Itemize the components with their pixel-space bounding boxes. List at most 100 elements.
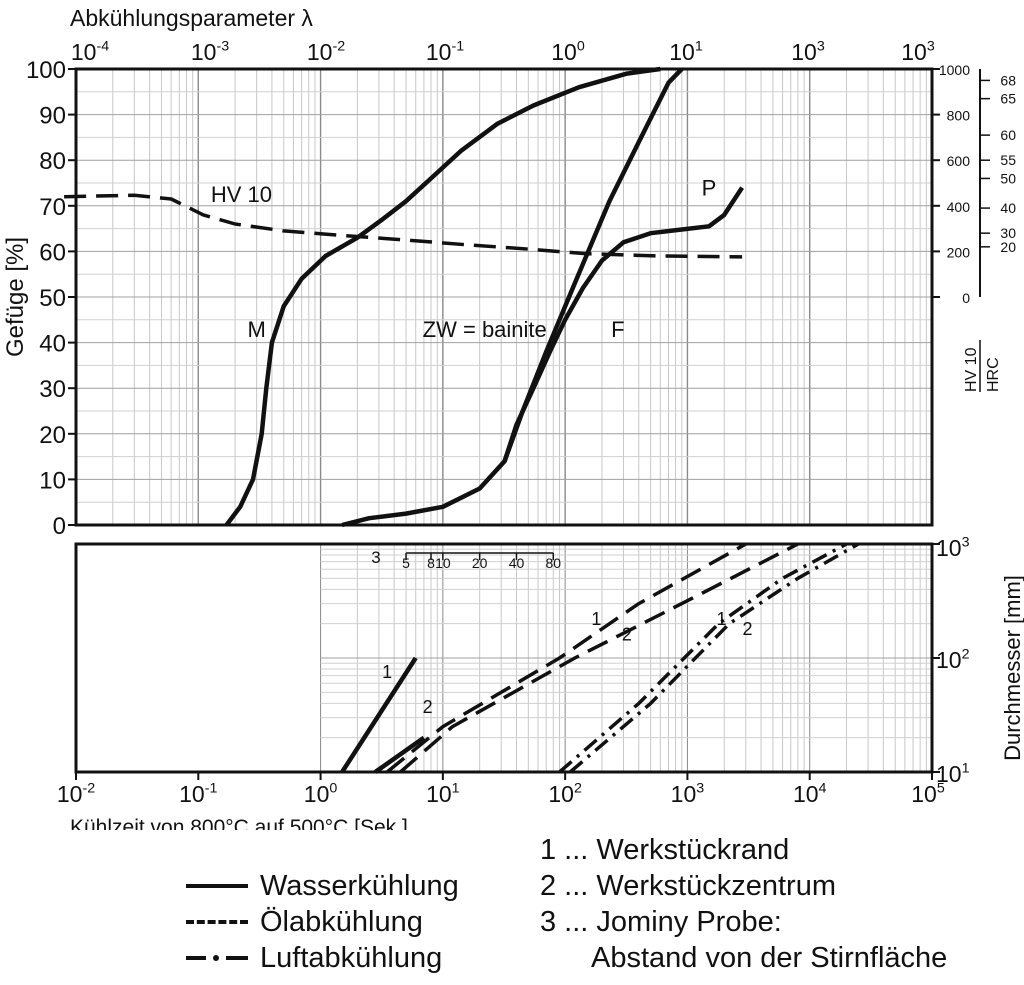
top-tick-label: 103 (791, 38, 825, 65)
x-tick-label: 105 (911, 780, 945, 807)
curve-label: 2 (743, 619, 753, 639)
curve-label: 2 (622, 625, 632, 645)
x-tick-label: 10-1 (179, 780, 217, 807)
note-jominy-distance: Abstand von der Stirnfläche (591, 942, 948, 974)
hv10-curve-label: HV 10 (211, 182, 272, 207)
legend-dashed-line (186, 920, 248, 924)
curve-label: 2 (423, 697, 433, 717)
top-axis-label: Abkühlungsparameter λ (70, 5, 313, 31)
bottom-series-line-4 (558, 542, 848, 774)
top-series-line-1 (341, 186, 744, 528)
jominy-scale-tick-label: 8 (427, 555, 435, 571)
bottom-series-line-5 (569, 542, 860, 774)
note-workpiece-center: 2 ... Werkstückzentrum (540, 870, 836, 902)
legend-label: Ölabkühlung (260, 905, 423, 938)
hrc-tick-label: 65 (1000, 91, 1016, 107)
legend: Wasserkühlung Ölabkühlung Luftabkühlung (186, 868, 459, 976)
hv-tick-label: 400 (947, 199, 971, 215)
x-tick-label: 104 (793, 780, 827, 807)
top-tick-label: 10-1 (426, 38, 464, 65)
bottom-series-line-1 (374, 735, 426, 774)
curve-label: 1 (591, 609, 601, 629)
bottom-chart-grid (320, 544, 932, 773)
hrc-tick-label: 30 (1000, 225, 1016, 241)
hv-tick-label: 800 (947, 108, 971, 124)
top-chart-grid (75, 69, 932, 525)
hrc-tick-label: 68 (1000, 72, 1016, 88)
y-tick-label: 80 (39, 148, 66, 175)
y-tick-label: 0 (53, 513, 66, 540)
notes: 1 ... Werkstückrand 2 ... Werkstückzentr… (540, 834, 947, 978)
hrc-axis-label: HRC (985, 357, 1002, 392)
legend-label: Luftabkühlung (260, 941, 443, 974)
jominy-scale-tick-label: 80 (546, 555, 562, 571)
legend-item-water: Wasserkühlung (186, 868, 459, 904)
diameter-tick-label: 102 (936, 646, 970, 673)
curve-label: 1 (382, 662, 392, 682)
curve-label: 1 (717, 609, 727, 629)
x-axis-label: Kühlzeit von 800°C auf 500°C [Sek.] (70, 816, 408, 830)
y-tick-label: 30 (39, 376, 66, 403)
region-label: F (611, 317, 624, 342)
y-tick-label: 10 (39, 467, 66, 494)
bottom-chart-text: 10-2 10-1 100 101 102 103 104 105 Kühlzeit von 8… (57, 534, 1024, 830)
hrc-tick-label: 20 (1000, 239, 1016, 255)
note-workpiece-edge: 1 ... Werkstückrand (540, 834, 790, 866)
legend-solid-line (186, 884, 248, 888)
diameter-tick-label: 101 (936, 760, 970, 787)
top-chart-frame (68, 67, 990, 527)
y-tick-label: 20 (39, 422, 66, 449)
top-tick-label: 100 (551, 38, 585, 65)
x-tick-label: 100 (304, 780, 338, 807)
legend-label: Wasserkühlung (260, 869, 459, 902)
top-series-line-2 (502, 67, 684, 462)
x-tick-label: 101 (426, 780, 460, 807)
bottom-chart-series (340, 542, 860, 774)
top-tick-label: 10-3 (191, 38, 229, 65)
bottom-chart-frame (74, 542, 940, 780)
top-tick-label: 103 (901, 38, 935, 65)
region-label: P (702, 176, 717, 201)
hv-tick-label: 0 (962, 290, 970, 306)
diameter-tick-label: 103 (936, 534, 970, 561)
y-tick-label: 70 (39, 194, 66, 221)
y-tick-label: 90 (39, 103, 66, 130)
jominy-scale-label: 3 (371, 548, 380, 567)
y-tick-label: 40 (39, 331, 66, 358)
x-tick-label: 102 (548, 780, 582, 807)
hv-tick-label: 1000 (939, 62, 970, 78)
region-label: ZW = bainite (423, 317, 547, 342)
hv-axis-label: HV 10 (963, 347, 980, 392)
bottom-series-line-3 (399, 542, 799, 774)
top-tick-label: 10-2 (307, 38, 345, 65)
bottom-series-line-2 (385, 542, 747, 774)
y-tick-label: 50 (39, 285, 66, 312)
top-chart-series (64, 66, 744, 528)
top-tick-label: 10-4 (71, 38, 109, 65)
hrc-tick-label: 55 (1000, 152, 1016, 168)
hrc-tick-label: 50 (1000, 170, 1016, 186)
jominy-scale-tick-label: 20 (472, 555, 488, 571)
jominy-scale-tick-label: 5 (402, 555, 410, 571)
hrc-tick-label: 40 (1000, 200, 1016, 216)
diameter-axis-label: Durchmesser [mm] (1000, 575, 1024, 761)
hrc-tick-label: 60 (1000, 127, 1016, 143)
hv-tick-label: 200 (947, 244, 971, 260)
top-series-line-3 (64, 193, 743, 259)
note-jominy: 3 ... Jominy Probe: (540, 906, 782, 938)
legend-dashdot-line (186, 955, 248, 961)
y-tick-label: 100 (26, 57, 66, 84)
hv-tick-label: 600 (947, 153, 971, 169)
y-axis-label: Gefüge [%] (2, 237, 29, 357)
bottom-series-line-0 (340, 656, 418, 774)
legend-item-air: Luftabkühlung (186, 940, 459, 976)
top-tick-label: 101 (669, 38, 703, 65)
region-label: M (247, 317, 265, 342)
x-tick-label: 10-2 (57, 780, 95, 807)
jominy-scale-tick-label: 40 (509, 555, 525, 571)
y-tick-label: 60 (39, 239, 66, 266)
x-tick-label: 103 (671, 780, 705, 807)
legend-item-oil: Ölabkühlung (186, 904, 459, 940)
